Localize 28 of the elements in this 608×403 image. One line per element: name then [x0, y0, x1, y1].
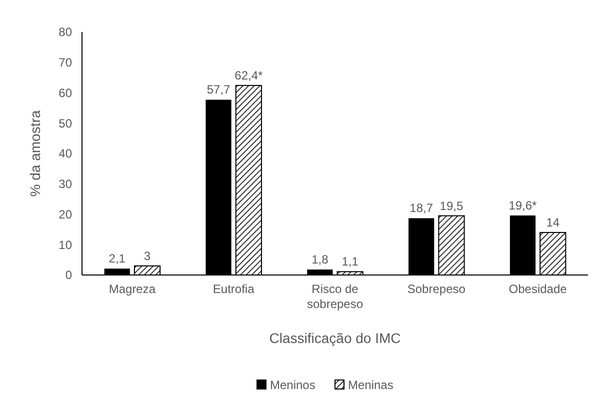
x-tick-label: Risco de sobrepeso	[306, 282, 364, 311]
y-tick-label: 50	[58, 116, 72, 130]
y-tick-label: 10	[58, 238, 72, 252]
data-label: 3	[144, 248, 151, 263]
x-tick-label: Sobrepeso	[407, 282, 466, 296]
data-label: 57,7	[206, 82, 231, 97]
x-tick-label: Eutrofia	[212, 282, 255, 296]
data-label: 18,7	[410, 201, 434, 216]
y-tick-label: 40	[58, 146, 72, 161]
legend-label: Meninos	[270, 378, 316, 392]
y-tick-label: 20	[58, 207, 72, 222]
y-tick-label: 30	[58, 177, 72, 192]
data-label: 1,8	[312, 252, 329, 267]
data-label: 14	[546, 215, 560, 230]
y-tick-label: 80	[58, 25, 72, 40]
legend-label: Meninas	[348, 378, 394, 392]
data-label: 1,1	[342, 254, 359, 269]
data-label: 19,5	[440, 198, 464, 213]
x-tick-label: Magreza	[108, 282, 156, 296]
data-label: 2,1	[108, 252, 126, 266]
y-tick-label: 60	[58, 86, 72, 100]
y-tick-label: 70	[58, 56, 72, 70]
x-axis-title: Classificação do IMC	[269, 330, 401, 346]
y-axis-title: % da amostra	[27, 110, 43, 197]
data-label: 62,4*	[234, 68, 264, 82]
x-tick-label: Obesidade	[508, 282, 568, 296]
y-tick-label: 0	[65, 268, 72, 282]
data-label: 19,6*	[508, 198, 538, 212]
